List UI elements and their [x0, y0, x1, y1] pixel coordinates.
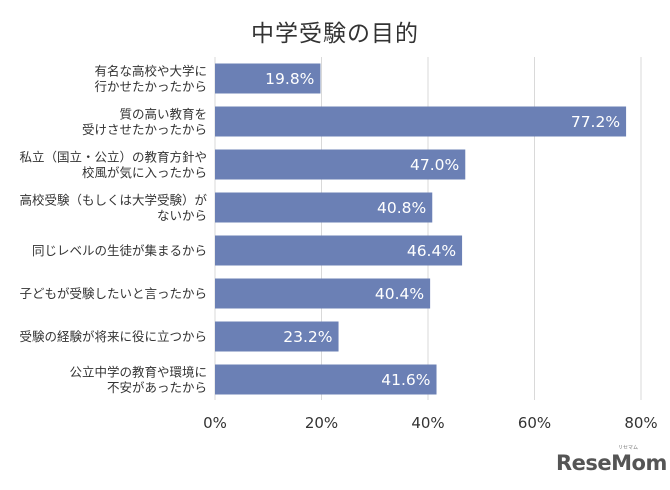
category-labels: 有名な高校や大学に行かせたかったから質の高い教育を受けさせたかったから私立（国立… — [19, 63, 207, 395]
category-label-line: 有名な高校や大学に — [94, 63, 207, 78]
bar — [215, 364, 437, 395]
bar-value-label: 19.8% — [265, 70, 314, 88]
bar — [215, 321, 339, 352]
bar — [215, 106, 627, 137]
resemom-logo: ReseMom — [556, 451, 667, 475]
category-label-line: 同じレベルの生徒が集まるから — [32, 243, 207, 258]
bar — [215, 192, 433, 223]
bar-value-label: 47.0% — [410, 156, 459, 174]
category-label: 私立（国立・公立）の教育方針や校風が気に入ったから — [19, 149, 207, 180]
logo-kana: リセマム — [618, 445, 639, 451]
bar — [215, 278, 431, 309]
category-label: 同じレベルの生徒が集まるから — [32, 243, 207, 258]
bar-value-label: 40.8% — [377, 199, 426, 217]
category-label-line: 受けさせたかったから — [82, 122, 207, 137]
bar — [215, 149, 466, 180]
x-tick-label: 40% — [411, 414, 444, 432]
category-label-line: 高校受験（もしくは大学受験）が — [19, 192, 207, 207]
category-label: 公立中学の教育や環境に不安があったから — [69, 364, 207, 395]
bar-value-label: 77.2% — [571, 113, 620, 131]
category-label-line: 質の高い教育を — [119, 106, 207, 121]
category-label-line: 公立中学の教育や環境に — [69, 364, 207, 379]
category-label: 質の高い教育を受けさせたかったから — [82, 106, 207, 137]
category-label: 高校受験（もしくは大学受験）がないから — [19, 192, 207, 223]
category-label: 受験の経験が将来に役に立つから — [19, 329, 207, 344]
chart-title: 中学受験の目的 — [251, 21, 419, 47]
bar-value-label: 46.4% — [407, 242, 456, 260]
category-label-line: 不安があったから — [107, 380, 207, 395]
category-label-line: ないから — [157, 208, 207, 223]
category-label-line: 校風が気に入ったから — [82, 165, 207, 180]
x-tick-label: 60% — [518, 414, 551, 432]
category-label: 子どもが受験したいと言ったから — [19, 286, 207, 301]
category-label-line: 受験の経験が将来に役に立つから — [19, 329, 207, 344]
bars: 19.8% 77.2% 47.0% 40.8% 46.4% 40.4% 23.2% 41.6% — [215, 63, 627, 395]
x-tick-label: 80% — [624, 414, 657, 432]
category-label-line: 行かせたかったから — [94, 79, 207, 94]
x-axis-ticks: 0% 20% 40% 60% 80% — [203, 414, 658, 432]
x-tick-label: 0% — [203, 414, 227, 432]
x-tick-label: 20% — [305, 414, 338, 432]
bar-value-label: 41.6% — [381, 371, 430, 389]
bar-value-label: 23.2% — [283, 328, 332, 346]
category-label: 有名な高校や大学に行かせたかったから — [94, 63, 207, 94]
category-label-line: 子どもが受験したいと言ったから — [19, 286, 207, 301]
category-label-line: 私立（国立・公立）の教育方針や — [19, 149, 207, 164]
bar-value-label: 40.4% — [375, 285, 424, 303]
bar — [215, 235, 463, 266]
bar — [215, 63, 321, 94]
